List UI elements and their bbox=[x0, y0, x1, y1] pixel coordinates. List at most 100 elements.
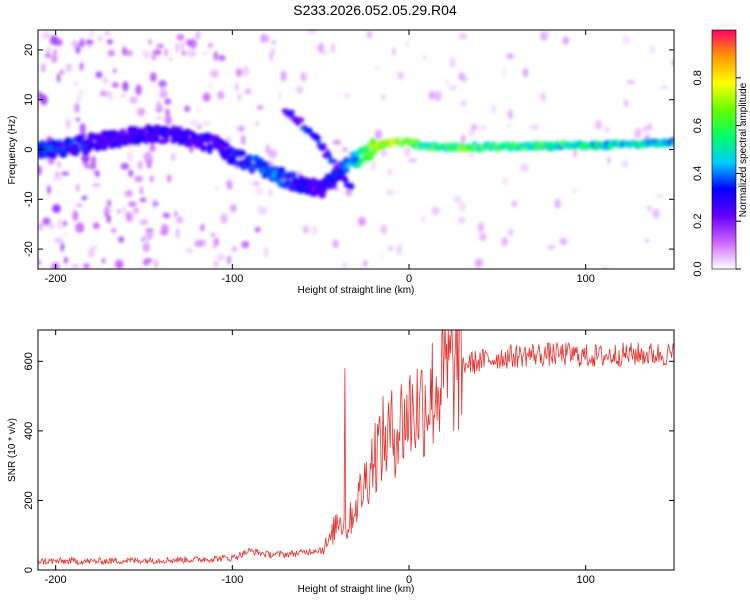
spectrogram-speckle bbox=[302, 225, 309, 234]
spectrogram-speckle bbox=[501, 236, 508, 247]
spectrogram-ridge-cell bbox=[241, 150, 246, 157]
spectrogram-speckle bbox=[337, 92, 340, 96]
chart-title: S233.2026.052.05.29.R04 bbox=[293, 2, 457, 18]
spectrogram-speckle bbox=[546, 30, 551, 38]
snr-x-axis-label: Height of straight line (km) bbox=[298, 584, 415, 595]
spectrogram-ridge-cell bbox=[38, 140, 46, 146]
spectrogram-speckle bbox=[95, 71, 103, 79]
spectrogram-speckle bbox=[164, 48, 168, 57]
spectrogram-speckle bbox=[74, 102, 80, 114]
spectrogram-speckle bbox=[164, 98, 172, 105]
spectrogram-speckle bbox=[49, 35, 59, 46]
spectrogram-speckle bbox=[263, 246, 269, 258]
spectrogram-speckle bbox=[121, 93, 126, 97]
spectrogram-speckle bbox=[296, 85, 304, 94]
spectrogram-x-axis-label: Height of straight line (km) bbox=[298, 285, 415, 296]
spectrogram-speckle bbox=[264, 35, 270, 42]
spectrogram-ridge-cell bbox=[331, 178, 338, 184]
spectrogram-speckle bbox=[268, 149, 277, 159]
spectrogram-ridge-cell bbox=[309, 177, 318, 186]
spectrogram-speckle bbox=[122, 204, 126, 215]
spectrogram-branch-cell bbox=[342, 177, 349, 184]
spectrogram-speckle bbox=[529, 124, 539, 131]
spectrogram-speckle bbox=[71, 40, 78, 49]
spectrogram-ridge-cell bbox=[264, 161, 270, 166]
spectrogram-speckle bbox=[60, 242, 64, 252]
spectrogram-y-ticks: -20 -10 0 10 20 bbox=[23, 44, 674, 257]
spectrogram-speckle bbox=[245, 89, 251, 94]
spectrogram-speckle bbox=[137, 107, 146, 117]
spectrogram-speckle bbox=[142, 242, 150, 253]
spectrogram-speckle bbox=[110, 227, 117, 234]
spectrogram-ridge-cell bbox=[47, 145, 55, 152]
spectrogram-speckle bbox=[156, 100, 162, 111]
spectrogram-branch-cell bbox=[290, 109, 295, 115]
spectrogram-speckle bbox=[252, 181, 260, 186]
spectrogram-ridge-cell bbox=[76, 147, 81, 153]
spectrogram-speckle bbox=[129, 96, 138, 104]
spectrogram-speckle bbox=[63, 220, 67, 227]
spectrogram-speckle bbox=[74, 81, 78, 86]
spectrogram-speckle bbox=[75, 203, 83, 207]
spectrogram-speckle bbox=[174, 211, 178, 217]
spectrogram-speckle bbox=[626, 80, 636, 84]
spectrogram-speckle bbox=[106, 39, 113, 45]
spectrogram-speckle bbox=[448, 85, 458, 90]
spectrogram-speckle bbox=[71, 264, 79, 268]
spectrogram-speckle bbox=[101, 77, 109, 84]
x-tick-label: -200 bbox=[45, 574, 67, 586]
spectrogram-speckle bbox=[52, 204, 61, 214]
spectrogram-speckle bbox=[126, 211, 131, 222]
spectrogram-speckle bbox=[240, 134, 246, 146]
spectrogram-speckle bbox=[397, 71, 404, 80]
spectrogram-speckle bbox=[141, 50, 150, 57]
spectrogram-speckle bbox=[151, 51, 156, 61]
snr-y-axis-label: SNR (10 * v/v) bbox=[7, 418, 18, 482]
spectrogram-speckle bbox=[118, 236, 124, 243]
spectrogram-branch-cell bbox=[322, 142, 327, 151]
spectrogram-speckle bbox=[408, 158, 417, 162]
spectrogram-speckle bbox=[175, 43, 179, 53]
spectrogram-speckle bbox=[213, 261, 219, 268]
spectrogram-speckle bbox=[241, 66, 250, 77]
spectrogram-speckle bbox=[75, 222, 84, 233]
spectrogram-speckle bbox=[61, 232, 69, 236]
spectrogram-speckle bbox=[57, 73, 61, 83]
colorbar-tick-label: 0.2 bbox=[692, 214, 704, 229]
spectrogram-speckle bbox=[162, 91, 168, 97]
spectrogram-branch-cell bbox=[347, 182, 355, 190]
spectrogram-branch-cell bbox=[327, 152, 332, 159]
spectrogram-speckle bbox=[38, 91, 42, 100]
spectrogram-speckle bbox=[540, 92, 546, 102]
spectrogram-speckle bbox=[50, 54, 58, 63]
spectrogram-ridge-cell bbox=[345, 167, 350, 173]
spectrogram-speckle bbox=[479, 233, 487, 242]
spectrogram-speckle bbox=[45, 52, 51, 58]
spectrogram-speckle bbox=[128, 201, 137, 207]
spectrogram-speckle bbox=[175, 216, 184, 224]
spectrogram-speckle bbox=[655, 194, 665, 198]
spectrogram-ridge-cell bbox=[670, 140, 674, 146]
spectrogram-speckle bbox=[91, 183, 101, 187]
spectrogram-speckle bbox=[88, 247, 95, 259]
spectrogram-speckle bbox=[65, 63, 73, 73]
spectrogram-branch-cell bbox=[333, 164, 341, 170]
colorbar-bar bbox=[711, 29, 737, 270]
spectrogram-speckle bbox=[562, 36, 570, 45]
spectrogram-speckle bbox=[256, 105, 264, 110]
spectrogram-speckle bbox=[380, 224, 387, 235]
spectrogram-speckle bbox=[278, 90, 282, 101]
spectrogram-speckle bbox=[405, 41, 409, 48]
spectrogram-speckle bbox=[190, 119, 199, 127]
spectrogram-ridge-cell bbox=[318, 192, 326, 199]
spectrogram-speckle bbox=[168, 57, 173, 61]
spectrogram-speckle bbox=[210, 69, 219, 78]
spectrogram-speckle bbox=[594, 120, 603, 131]
spectrogram-y-axis-label: Frequency (Hz) bbox=[7, 116, 18, 185]
spectrogram-speckle bbox=[469, 153, 474, 158]
spectrogram-speckle bbox=[160, 224, 169, 234]
spectrogram-speckle bbox=[141, 237, 146, 241]
spectrogram-speckle bbox=[153, 202, 159, 206]
